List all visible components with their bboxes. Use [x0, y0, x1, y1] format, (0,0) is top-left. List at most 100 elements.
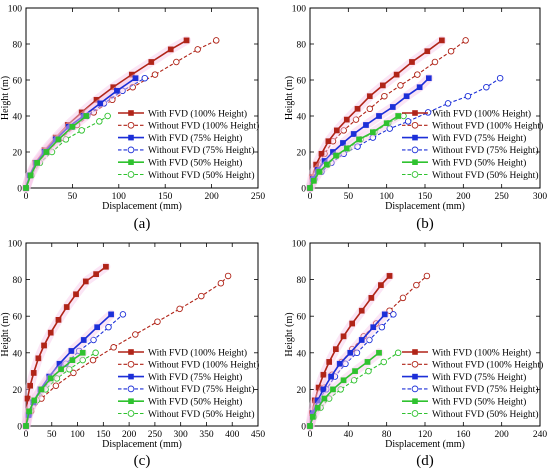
data-point [62, 136, 70, 143]
legend-label: With FVD (75% Height) [432, 133, 526, 144]
chart-panel: 0 50 100 150 200 250 300020406080100Displaceme… [284, 5, 547, 233]
data-point [381, 311, 388, 318]
data-point [93, 271, 99, 277]
data-point [316, 168, 323, 175]
x-tick-label: 50 [47, 430, 57, 440]
legend-marker [411, 121, 419, 129]
data-point [66, 366, 73, 373]
data-point [403, 93, 410, 100]
y-tick-label: 40 [297, 349, 307, 359]
data-point [35, 355, 42, 362]
data-point [132, 75, 139, 82]
x-axis-label: Displacement (mm) [385, 439, 465, 450]
x-tick-label: 200 [456, 192, 471, 202]
plot-frame [25, 7, 259, 189]
legend-label: Without FVD (100% Height) [432, 121, 543, 132]
legend-label: Without FVD (50% Height) [148, 170, 254, 181]
data-point [105, 323, 112, 331]
y-tick-label: 20 [13, 386, 23, 396]
data-point [314, 397, 321, 404]
legend-marker [411, 146, 419, 154]
legend: With FVD (100% Height) Without FVD (100% … [402, 347, 543, 420]
legend-marker [127, 146, 135, 154]
data-point [349, 320, 356, 327]
data-point [378, 282, 384, 288]
data-point [69, 357, 76, 363]
data-point [439, 37, 445, 44]
y-tick-label: 100 [292, 5, 307, 15]
data-point [352, 368, 358, 374]
data-point [38, 386, 45, 393]
data-point [307, 423, 313, 429]
data-point [444, 100, 452, 107]
x-tick-label: 150 [96, 430, 111, 440]
y-tick-label: 0 [17, 185, 22, 195]
data-point [409, 59, 415, 65]
data-point [325, 138, 332, 145]
data-point [343, 145, 350, 152]
data-point [381, 92, 388, 100]
data-point [353, 349, 361, 357]
data-point [318, 150, 325, 157]
data-point [110, 344, 117, 351]
data-point [41, 342, 47, 349]
data-point [356, 136, 362, 143]
x-tick-label: 50 [68, 192, 78, 202]
series-line [25, 77, 146, 189]
legend-label: Without FVD (100% Height) [148, 360, 259, 371]
data-point [397, 82, 404, 89]
data-point [119, 311, 127, 318]
data-point [340, 140, 346, 146]
y-tick-label: 100 [292, 240, 307, 250]
data-point [464, 92, 472, 100]
x-tick-label: 0 [24, 192, 29, 202]
y-tick-label: 60 [297, 313, 307, 323]
legend-marker [412, 134, 418, 141]
data-point [167, 46, 174, 53]
data-point [354, 143, 361, 150]
data-point [320, 386, 327, 393]
y-tick-label: 0 [301, 423, 306, 433]
data-point [324, 161, 330, 168]
data-point [363, 122, 369, 128]
data-point [58, 366, 64, 373]
data-point [404, 118, 412, 125]
data-point [336, 360, 343, 367]
legend-marker [128, 134, 134, 141]
data-point [27, 382, 33, 389]
data-point [55, 136, 62, 143]
x-tick-label: 100 [112, 192, 127, 202]
legend-label: With FVD (50% Height) [148, 158, 242, 169]
y-tick-label: 60 [13, 313, 23, 323]
data-point [383, 120, 390, 127]
data-point [194, 46, 201, 53]
series-band [21, 111, 91, 193]
data-point [34, 159, 40, 166]
legend: With FVD (100% Height) Without FVD (100% … [118, 347, 259, 420]
data-point [307, 185, 313, 191]
chart-panel: 0 50 100 150 200 250 300 350 400 450 0 20 40 60 80 100 D… [0, 240, 265, 470]
data-point [310, 414, 316, 420]
data-point [80, 337, 87, 343]
data-point [366, 336, 373, 344]
y-tick-label: 100 [8, 5, 23, 15]
data-point [340, 127, 347, 134]
x-tick-label: 0 [308, 430, 313, 440]
data-point [69, 123, 76, 130]
x-tick-label: 400 [225, 430, 240, 440]
data-point [90, 109, 97, 116]
x-tick-label: 240 [533, 430, 548, 440]
y-tick-label: 80 [297, 276, 307, 286]
legend-label: With FVD (100% Height) [148, 108, 247, 119]
data-point [447, 47, 455, 55]
data-point [47, 329, 54, 336]
data-point [350, 131, 357, 137]
legend-marker [411, 171, 419, 178]
data-point [368, 295, 375, 301]
y-axis-label: Height (m) [0, 76, 11, 120]
y-tick-label: 80 [13, 41, 23, 51]
y-tick-label: 20 [13, 149, 23, 159]
legend-label: Without FVD (75% Height) [148, 145, 254, 156]
data-point [390, 311, 397, 318]
y-tick-label: 0 [301, 185, 306, 195]
